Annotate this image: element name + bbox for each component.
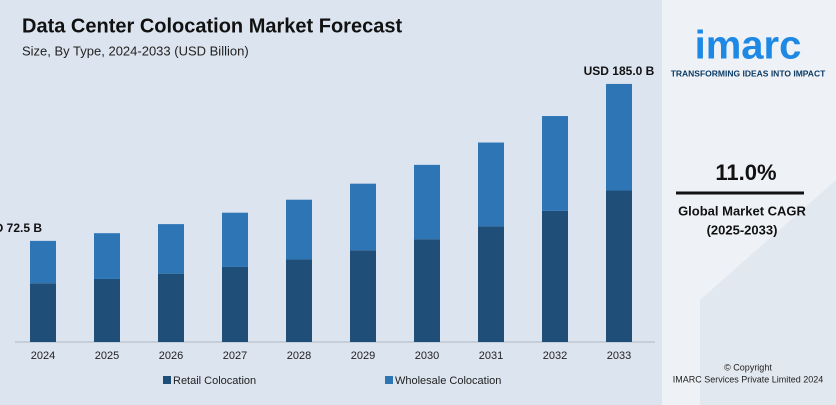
cagr-period: (2025-2033) <box>707 222 778 237</box>
bar-segment <box>414 239 440 342</box>
bar-segment <box>350 183 376 251</box>
x-tick-label: 2031 <box>479 350 503 362</box>
chart-title: Data Center Colocation Market Forecast <box>22 15 402 37</box>
tagline: TRANSFORMING IDEAS INTO IMPACT <box>671 68 826 78</box>
x-tick-label: 2028 <box>287 350 311 362</box>
x-tick-label: 2026 <box>159 350 183 362</box>
legend-swatch <box>385 376 393 384</box>
bar-segment <box>286 199 312 260</box>
legend-label: Wholesale Colocation <box>395 375 501 387</box>
bar-segment <box>286 259 312 342</box>
x-tick-label: 2032 <box>543 350 567 362</box>
bar-segment <box>94 233 120 279</box>
x-tick-label: 2025 <box>95 350 119 362</box>
x-tick-label: 2033 <box>607 350 631 362</box>
bar-segment <box>606 190 632 342</box>
copyright: © Copyright <box>724 362 772 372</box>
bar-segment <box>94 278 120 342</box>
bar-segment <box>542 116 568 211</box>
bar-segment <box>158 273 184 342</box>
chart-subtitle: Size, By Type, 2024-2033 (USD Billion) <box>22 43 249 58</box>
bar-segment <box>30 240 56 284</box>
x-tick-label: 2027 <box>223 350 247 362</box>
logo: imarc <box>695 24 802 68</box>
bar-segment <box>222 212 248 267</box>
bar-segment <box>606 83 632 191</box>
bar-segment <box>478 142 504 227</box>
bar-segment <box>158 224 184 274</box>
bar-segment <box>414 164 440 240</box>
cagr-value: 11.0% <box>715 160 776 185</box>
copyright-holder: IMARC Services Private Limited 2024 <box>673 374 824 384</box>
annotation: USD 185.0 B <box>584 64 655 78</box>
bar-segment <box>222 266 248 342</box>
bar-segment <box>350 250 376 342</box>
bar-segment <box>542 210 568 342</box>
bar-segment <box>478 226 504 342</box>
annotation: USD 72.5 B <box>0 221 42 235</box>
x-tick-label: 2029 <box>351 350 375 362</box>
cagr-label: Global Market CAGR <box>678 203 806 218</box>
x-tick-label: 2030 <box>415 350 439 362</box>
legend-swatch <box>163 376 171 384</box>
bar-segment <box>30 283 56 342</box>
legend-label: Retail Colocation <box>173 375 256 387</box>
x-tick-label: 2024 <box>31 350 55 362</box>
sidebar-decoration <box>700 180 836 405</box>
